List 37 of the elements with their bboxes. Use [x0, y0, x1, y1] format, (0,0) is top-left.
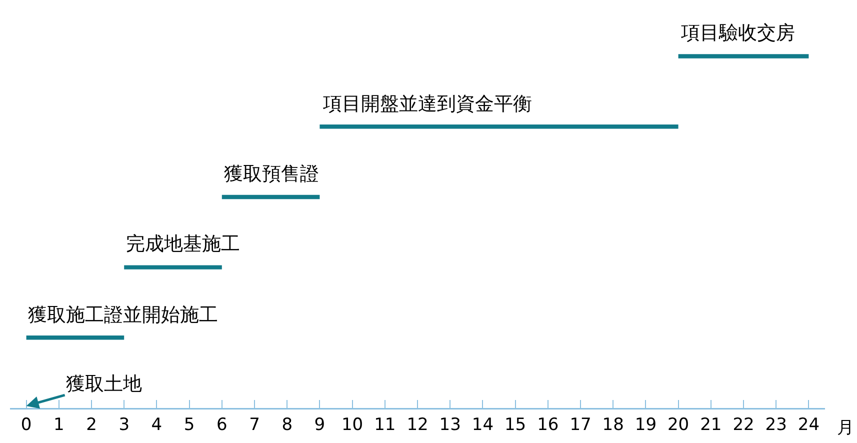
x-tick-label: 21	[700, 414, 722, 435]
x-tick-label: 17	[570, 414, 592, 435]
x-tick-label: 14	[472, 414, 494, 435]
x-tick-label: 1	[53, 414, 64, 435]
y-tick-label: 項目開盤並達到資金平衡	[322, 93, 532, 115]
x-tick-label: 12	[406, 414, 428, 435]
x-tick-label: 18	[602, 414, 624, 435]
bar	[222, 194, 320, 200]
y-tick-label: 獲取施工證並開始施工	[28, 304, 218, 326]
x-tick-label: 24	[798, 414, 820, 435]
x-tick-label: 2	[86, 414, 97, 435]
x-tick-label: 13	[439, 414, 461, 435]
x-tick-label: 20	[667, 414, 690, 435]
x-tick-label: 6	[216, 414, 228, 435]
bar	[320, 124, 678, 129]
bar	[26, 336, 124, 340]
y-tick-label: 獲取預售證	[224, 163, 319, 185]
x-tick-label: 15	[504, 414, 526, 435]
x-tick-label: 0	[20, 414, 32, 435]
x-tick-label: 16	[537, 414, 559, 435]
x-tick-label: 5	[184, 414, 195, 435]
bar	[678, 54, 809, 58]
x-tick-label: 7	[249, 414, 260, 435]
x-tick-label: 23	[765, 414, 787, 435]
x-axis-title: 月	[837, 418, 854, 438]
x-tick-label: 3	[118, 414, 130, 435]
bar	[124, 265, 222, 270]
x-tick-label: 8	[282, 414, 293, 435]
x-tick-label: 22	[732, 414, 754, 435]
text: 獲取土地	[66, 373, 142, 395]
y-tick-label: 項目驗收交房	[680, 22, 795, 44]
x-tick-label: 11	[374, 414, 396, 435]
x-tick-label: 19	[634, 414, 657, 435]
x-tick-label: 9	[314, 414, 326, 435]
x-tick-label: 10	[341, 414, 364, 435]
x-tick-label: 4	[151, 414, 162, 435]
y-tick-label: 完成地基施工	[126, 233, 240, 255]
